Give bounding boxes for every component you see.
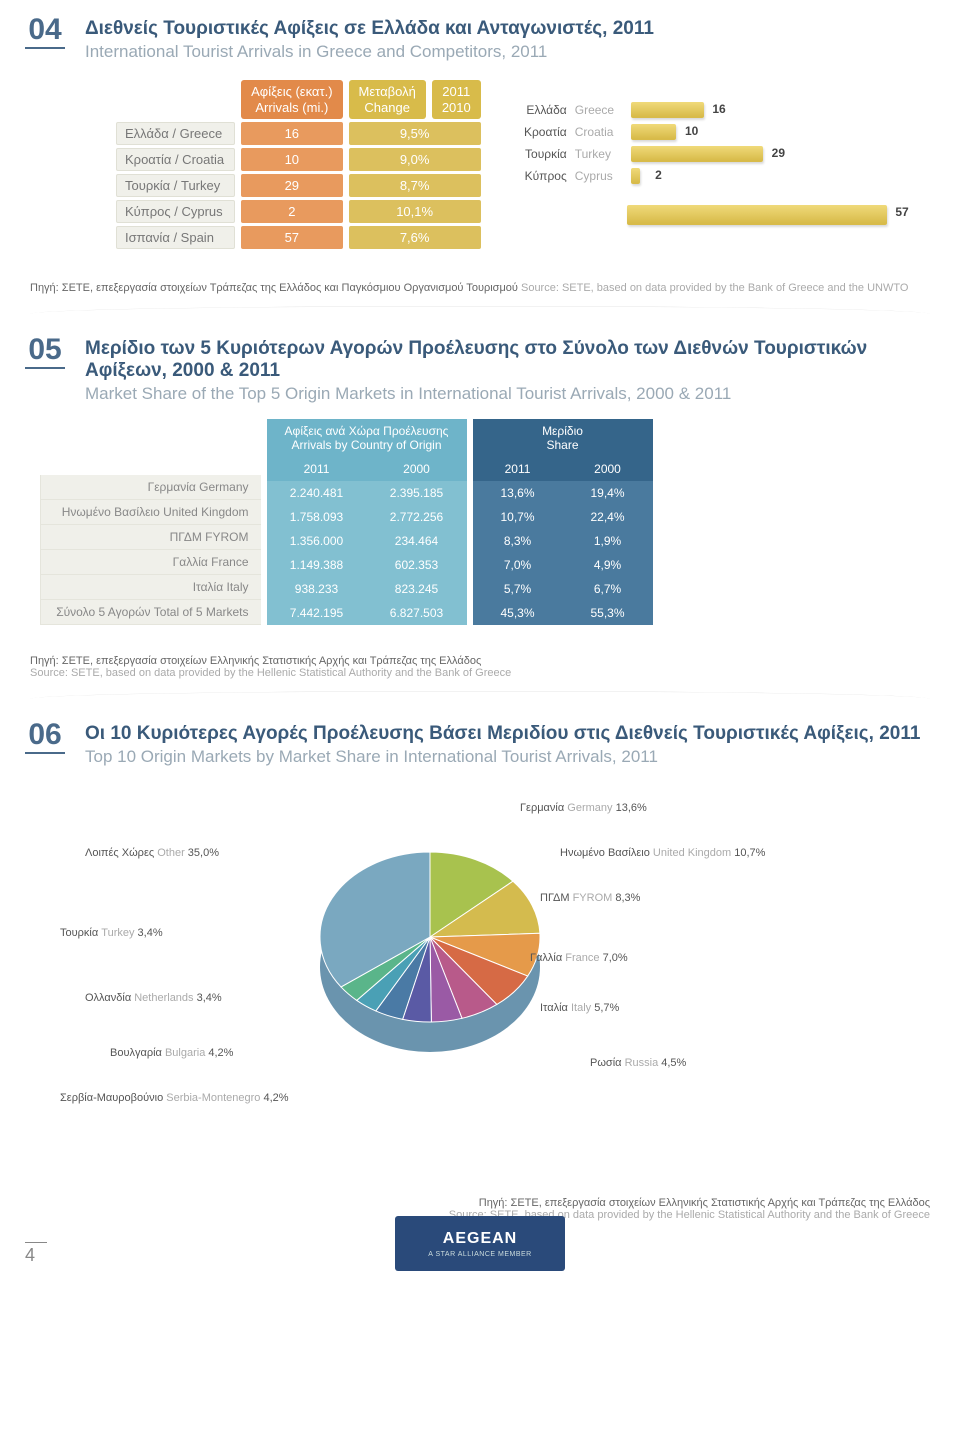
- pie-chart: Γερμανία Germany 13,6% Ηνωμένο Βασίλειο U…: [30, 787, 930, 1167]
- cell: 5,7%: [473, 577, 563, 601]
- cell: 4,9%: [563, 553, 653, 577]
- bar: [631, 146, 763, 162]
- pie-label: Ηνωμένο Βασίλειο United Kingdom 10,7%: [560, 847, 765, 859]
- cell-arrivals: 16: [241, 122, 342, 145]
- bar-label-gr: Κύπρος: [517, 169, 567, 183]
- section-06: 06 Οι 10 Κυριότερες Αγορές Προέλευσης Βά…: [30, 723, 930, 1167]
- cell: 1,9%: [563, 529, 653, 553]
- bar-label-en: Croatia: [575, 125, 623, 139]
- row-label: Ηνωμένο Βασίλειο United Kingdom: [41, 500, 261, 525]
- bar-label-gr: Ελλάδα: [517, 103, 567, 117]
- bar-chart: Ελλάδα Greece Κροατία Croatia Τουρκία Tu…: [517, 77, 887, 225]
- cell: 55,3%: [563, 601, 653, 625]
- pie-label: Βουλγαρία Bulgaria 4,2%: [110, 1047, 233, 1059]
- pie-label: Ιταλία Italy 5,7%: [540, 1002, 619, 1014]
- section-number: 04: [25, 13, 65, 49]
- cell-arrivals: 2: [241, 200, 342, 223]
- bar-label-gr: Κροατία: [517, 125, 567, 139]
- cell: 234.464: [367, 529, 467, 553]
- pie-label: Σερβία-Μαυροβούνιο Serbia-Montenegro 4,2…: [60, 1092, 289, 1104]
- section-title-gr: Μερίδιο των 5 Κυριότερων Αγορών Προέλευσ…: [85, 338, 930, 382]
- bar: [631, 102, 704, 118]
- section-number: 05: [25, 333, 65, 369]
- cell: 1.149.388: [267, 553, 367, 577]
- cell: 602.353: [367, 553, 467, 577]
- section-title-gr: Διεθνείς Τουριστικές Αφίξεις σε Ελλάδα κ…: [85, 18, 930, 40]
- footer-logo: AEGEAN A STAR ALLIANCE MEMBER: [395, 1216, 565, 1271]
- cell-change: 10,1%: [349, 200, 481, 223]
- cell: 7,0%: [473, 553, 563, 577]
- bar-label-en: Cyprus: [575, 169, 623, 183]
- cell: 8,3%: [473, 529, 563, 553]
- table-market-share: Γερμανία GermanyΗνωμένο Βασίλειο United …: [40, 419, 930, 625]
- pie-label: Τουρκία Turkey 3,4%: [60, 927, 163, 939]
- source-05: Πηγή: ΣΕΤΕ, επεξεργασία στοιχείων Ελληνι…: [30, 655, 930, 679]
- cell: 1.356.000: [267, 529, 367, 553]
- table-arrivals: Αφίξεις (εκατ.)Arrivals (mi.) ΜεταβολήCh…: [110, 77, 487, 252]
- cell-change: 7,6%: [349, 226, 481, 249]
- bar-label-gr: Τουρκία: [517, 147, 567, 161]
- cell: 19,4%: [563, 481, 653, 505]
- cell: 13,6%: [473, 481, 563, 505]
- table-row-label: Τουρκία / Turkey: [116, 174, 235, 197]
- cell: 10,7%: [473, 505, 563, 529]
- section-04: 04 Διεθνείς Τουριστικές Αφίξεις σε Ελλάδ…: [30, 18, 930, 252]
- pie-label: Γερμανία Germany 13,6%: [520, 802, 647, 814]
- row-label: Γαλλία France: [41, 550, 261, 575]
- bar: [631, 124, 677, 140]
- bar: [631, 168, 640, 184]
- section-title-en: Market Share of the Top 5 Origin Markets…: [85, 384, 930, 404]
- pie-label: Γαλλία France 7,0%: [530, 952, 628, 964]
- cell-arrivals: 57: [241, 226, 342, 249]
- cell: 2.240.481: [267, 481, 367, 505]
- section-05: 05 Μερίδιο των 5 Κυριότερων Αγορών Προέλ…: [30, 338, 930, 625]
- row-label: Ιταλία Italy: [41, 575, 261, 600]
- cell-change: 9,0%: [349, 148, 481, 171]
- cell: 1.758.093: [267, 505, 367, 529]
- cell: 938.233: [267, 577, 367, 601]
- cell-arrivals: 29: [241, 174, 342, 197]
- cell: 2.772.256: [367, 505, 467, 529]
- cell: 6,7%: [563, 577, 653, 601]
- cell-change: 9,5%: [349, 122, 481, 145]
- row-label: Γερμανία Germany: [41, 475, 261, 500]
- table-row-label: Κύπρος / Cyprus: [116, 200, 235, 223]
- cell: 45,3%: [473, 601, 563, 625]
- cell: 22,4%: [563, 505, 653, 529]
- page-number: 4: [25, 1242, 47, 1266]
- row-label: Σύνολο 5 Αγορών Total of 5 Markets: [41, 600, 261, 625]
- bar-label-en: Turkey: [575, 147, 623, 161]
- section-title-gr: Οι 10 Κυριότερες Αγορές Προέλευσης Βάσει…: [85, 723, 930, 745]
- bar: [627, 205, 887, 225]
- pie-label: Λοιπές Χώρες Other 35,0%: [85, 847, 219, 859]
- pie-label: Ρωσία Russia 4,5%: [590, 1057, 686, 1069]
- brand-tagline: A STAR ALLIANCE MEMBER: [428, 1251, 531, 1258]
- pie-label: ΠΓΔΜ FYROM 8,3%: [540, 892, 640, 904]
- table-row-label: Ισπανία / Spain: [116, 226, 235, 249]
- cell-arrivals: 10: [241, 148, 342, 171]
- cell: 7.442.195: [267, 601, 367, 625]
- cell: 823.245: [367, 577, 467, 601]
- section-title-en: Top 10 Origin Markets by Market Share in…: [85, 747, 930, 767]
- pie-label: Ολλανδία Netherlands 3,4%: [85, 992, 222, 1004]
- cell: 2.395.185: [367, 481, 467, 505]
- brand-name: AEGEAN: [443, 1230, 517, 1248]
- section-number: 06: [25, 718, 65, 754]
- section-title-en: International Tourist Arrivals in Greece…: [85, 42, 930, 62]
- cell: 6.827.503: [367, 601, 467, 625]
- source-04: Πηγή: ΣΕΤΕ, επεξεργασία στοιχείων Τράπεζ…: [30, 282, 930, 294]
- cell-change: 8,7%: [349, 174, 481, 197]
- table-row-label: Κροατία / Croatia: [116, 148, 235, 171]
- row-label: ΠΓΔΜ FYROM: [41, 525, 261, 550]
- table-row-label: Ελλάδα / Greece: [116, 122, 235, 145]
- bar-label-en: Greece: [575, 103, 623, 117]
